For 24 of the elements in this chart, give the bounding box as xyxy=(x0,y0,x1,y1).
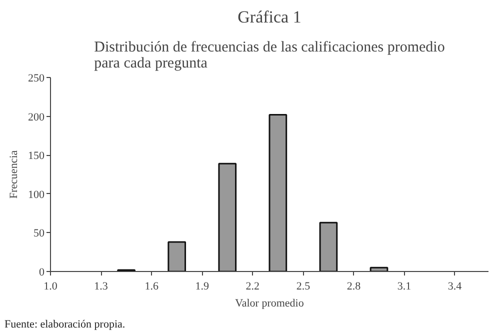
y-tick-label: 50 xyxy=(34,228,45,240)
x-tick-label: 1.6 xyxy=(144,280,159,292)
bar xyxy=(168,241,186,272)
source-note: Fuente: elaboración propia. xyxy=(4,318,126,330)
x-tick-label: 2.2 xyxy=(246,280,260,292)
x-tick-label: 2.5 xyxy=(296,280,311,292)
x-tick-label: 1.3 xyxy=(94,280,108,292)
x-axis-title: Valor promedio xyxy=(235,298,304,310)
y-tick-label: 0 xyxy=(39,266,45,278)
y-axis-title: Frecuencia xyxy=(8,150,20,199)
bar xyxy=(319,222,338,272)
x-tick-label: 3.4 xyxy=(448,280,462,292)
chart-title: Gráfica 1 xyxy=(238,8,302,26)
x-tick-label: 2.8 xyxy=(346,280,362,292)
y-tick-label: 250 xyxy=(28,72,45,84)
y-tick-label: 200 xyxy=(28,111,45,124)
bar xyxy=(268,114,288,272)
bar xyxy=(218,162,237,272)
y-tick-label: 150 xyxy=(28,150,45,162)
x-tick-label: 1.0 xyxy=(44,280,58,292)
x-tick-label: 1.9 xyxy=(195,280,210,292)
x-tick-label: 3.1 xyxy=(397,280,412,292)
y-tick-label: 100 xyxy=(28,188,45,201)
chart-subtitle: Distribución de frecuencias de las calificaciones promedio para cada pregunta xyxy=(94,40,445,72)
